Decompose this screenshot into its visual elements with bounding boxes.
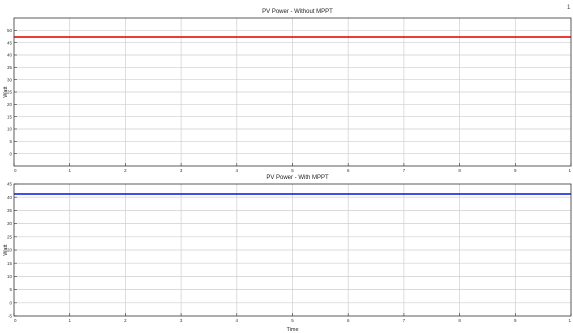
y-tick-label: 40 [7, 53, 13, 58]
x-tick-label: 2 [124, 318, 127, 323]
x-tick-label: 3 [180, 168, 183, 173]
y-tick-label: 10 [7, 127, 13, 132]
x-tick-label: 1 [568, 168, 571, 173]
x-tick-label: 9 [514, 168, 517, 173]
y-tick-label: 30 [7, 77, 13, 82]
y-tick-label: 15 [7, 261, 13, 266]
x-tick-label: 0 [14, 318, 17, 323]
x-tick-label: 2 [124, 168, 127, 173]
x-tick-label: 8 [458, 168, 461, 173]
y-axis-label: Watt [3, 86, 9, 98]
x-tick-label: 8 [458, 318, 461, 323]
y-tick-label: 30 [7, 221, 13, 226]
x-tick-label: 4 [236, 318, 239, 323]
y-tick-label: 50 [7, 28, 13, 33]
y-tick-label: 15 [7, 114, 13, 119]
y-tick-label: 0 [9, 300, 12, 305]
x-tick-label: 6 [347, 168, 350, 173]
figure-corner-mark: 1 [567, 5, 571, 11]
x-tick-label: 5 [291, 168, 294, 173]
x-tick-label: 1 [68, 318, 71, 323]
chart-title: PV Power - With MPPT [266, 175, 329, 181]
x-tick-label: 0 [14, 168, 17, 173]
x-axis-label: Time [286, 327, 298, 333]
y-tick-label: 5 [9, 139, 12, 144]
y-tick-label: 35 [7, 208, 13, 213]
y-tick-label: 45 [7, 182, 13, 187]
x-tick-label: 5 [291, 318, 294, 323]
y-tick-label: 5 [9, 287, 12, 292]
x-tick-label: 9 [514, 318, 517, 323]
y-tick-label: 10 [7, 274, 13, 279]
chart-title: PV Power - Without MPPT [262, 9, 333, 15]
x-tick-label: 1 [568, 318, 571, 323]
x-tick-label: 6 [347, 318, 350, 323]
y-tick-label: 0 [9, 151, 12, 156]
x-tick-label: 7 [403, 318, 406, 323]
plot-frame [13, 183, 572, 317]
plot-frame [13, 17, 572, 167]
x-tick-label: 4 [236, 168, 239, 173]
x-tick-label: 7 [403, 168, 406, 173]
y-axis-label: Watt [3, 244, 9, 256]
y-tick-label: 20 [7, 102, 13, 107]
x-tick-label: 1 [68, 168, 71, 173]
y-tick-label: 35 [7, 65, 13, 70]
y-tick-label: 20 [7, 248, 13, 253]
y-tick-label: 25 [7, 90, 13, 95]
y-tick-label: 45 [7, 40, 13, 45]
y-tick-label: 25 [7, 234, 13, 239]
y-tick-label: -5 [8, 314, 12, 319]
y-tick-label: 40 [7, 195, 13, 200]
x-tick-label: 3 [180, 318, 183, 323]
